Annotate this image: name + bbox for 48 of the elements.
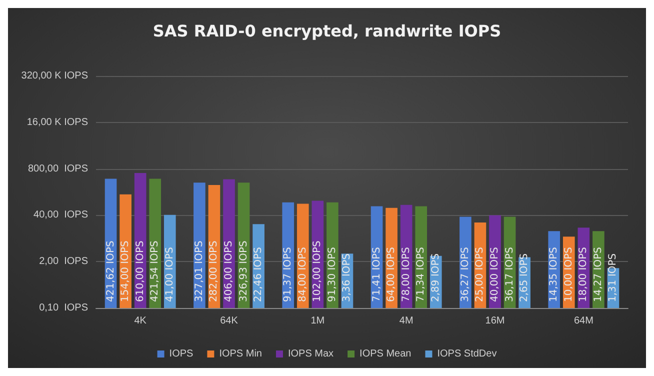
data-label: 71,34 IOPS [416,246,427,302]
x-tick-label: 64K [220,316,238,326]
data-label: 40,00 IOPS [490,246,500,302]
data-label: 327,01 IOPS [194,240,205,302]
data-label: 22,46 IOPS [253,246,264,302]
data-label: 10,00 IOPS [563,246,574,302]
legend-label: IOPS [169,348,194,360]
data-label: 64,00 IOPS [386,246,398,302]
data-label: 36,17 IOPS [504,246,516,302]
data-label: 282,00 IOPS [208,240,220,302]
data-label: 91,30 IOPS [326,246,338,302]
data-label: 25,00 IOPS [474,246,486,302]
data-label: 84,00 IOPS [297,246,308,302]
data-label: 2,89 IOPS [430,253,442,302]
x-tick-label: 4M [399,316,414,326]
x-tick-label: 4K [134,316,147,326]
y-tick-label: 40,00 IOPS [34,210,88,221]
data-label: 3,36 IOPS [342,253,353,302]
data-label: 71,41 IOPS [371,246,382,302]
data-label: 91,37 IOPS [282,246,294,302]
data-label: 14,35 IOPS [548,246,560,302]
data-label: 1,31 IOPS [608,253,619,302]
data-label: 421,62 IOPS [105,240,116,302]
data-label: 154,00 IOPS [120,240,132,302]
data-label: 610,00 IOPS [134,240,146,302]
data-label: 326,93 IOPS [238,240,250,302]
legend-label: IOPS Max [288,348,334,360]
data-label: 41,00 IOPS [164,246,176,302]
data-label: 102,00 IOPS [312,240,324,302]
y-tick-label: 0,10 IOPS [39,302,88,314]
x-tick-label: 1M [310,316,325,326]
y-tick-label: 16,00 K IOPS [26,116,88,128]
y-tick-label: 800,00 IOPS [28,163,88,174]
data-label: 14,27 IOPS [592,246,604,302]
data-label: 36,27 IOPS [460,246,471,302]
y-tick-label: 2,00 IOPS [39,256,88,268]
data-label: 18,00 IOPS [578,246,590,302]
data-label: 421,54 IOPS [150,240,161,302]
data-label: 78,00 IOPS [400,246,412,302]
y-tick-label: 320,00 K IOPS [21,70,88,82]
legend-label: IOPS StdDev [437,348,497,360]
legend-label: IOPS Mean [360,348,412,360]
x-tick-label: 16M [485,316,505,326]
data-label: 2,65 IOPS [519,253,530,302]
x-tick-label: 64M [574,316,594,326]
legend-label: IOPS Min [219,348,262,360]
chart-title: SAS RAID-0 encrypted, randwrite IOPS [152,22,502,40]
data-label: 406,00 IOPS [224,240,234,302]
